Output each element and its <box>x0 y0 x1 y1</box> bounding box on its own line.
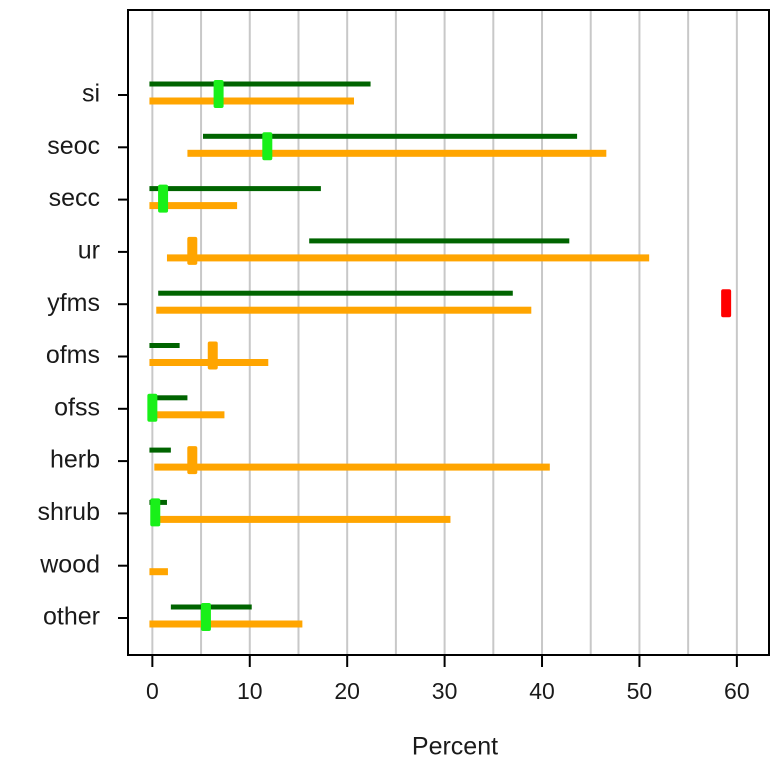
range-bar <box>149 620 303 628</box>
y-tick-label: herb <box>50 446 100 474</box>
range-bar <box>154 515 451 523</box>
marker <box>150 498 161 527</box>
range-bar <box>149 447 171 453</box>
y-tick-label: shrub <box>37 498 100 526</box>
range-bar <box>309 238 570 244</box>
y-tick-label: wood <box>39 550 100 578</box>
y-tick-label: other <box>43 603 100 631</box>
range-bar <box>156 306 532 314</box>
y-tick-label: ofss <box>54 393 100 421</box>
marker <box>158 184 169 213</box>
x-tick-label: 60 <box>724 678 750 704</box>
x-tick-label: 40 <box>529 678 555 704</box>
y-tick-label: secc <box>49 184 100 212</box>
range-bar <box>166 254 650 262</box>
marker <box>721 289 732 318</box>
x-axis-label: Percent <box>412 733 498 761</box>
range-bar <box>203 133 578 139</box>
x-tick-label: 0 <box>146 678 159 704</box>
range-bar <box>149 202 238 210</box>
marker <box>213 80 224 108</box>
marker <box>187 236 198 265</box>
range-bar <box>158 290 513 296</box>
range-bar <box>149 186 321 192</box>
range-bar <box>170 604 252 610</box>
plot-frame <box>127 9 770 656</box>
x-tick-label: 10 <box>237 678 263 704</box>
y-tick-label: ur <box>78 237 100 265</box>
x-tick-label: 20 <box>334 678 360 704</box>
range-bar <box>154 463 550 471</box>
y-tick-label: ofms <box>46 341 100 369</box>
range-bar <box>149 81 371 87</box>
y-tick-label: yfms <box>47 289 100 317</box>
range-bar <box>149 411 225 419</box>
y-tick-label: seoc <box>47 132 100 160</box>
marker <box>187 446 198 475</box>
x-tick-label: 30 <box>432 678 458 704</box>
marker <box>200 603 211 631</box>
y-tick-label: si <box>82 80 100 108</box>
range-bar <box>149 343 180 348</box>
range-bar <box>149 568 168 576</box>
range-bar <box>149 97 355 105</box>
range-bar <box>149 395 188 401</box>
marker <box>147 393 158 422</box>
marker <box>262 132 273 161</box>
range-bar <box>187 149 607 157</box>
x-tick-label: 50 <box>627 678 653 704</box>
marker <box>207 341 218 370</box>
